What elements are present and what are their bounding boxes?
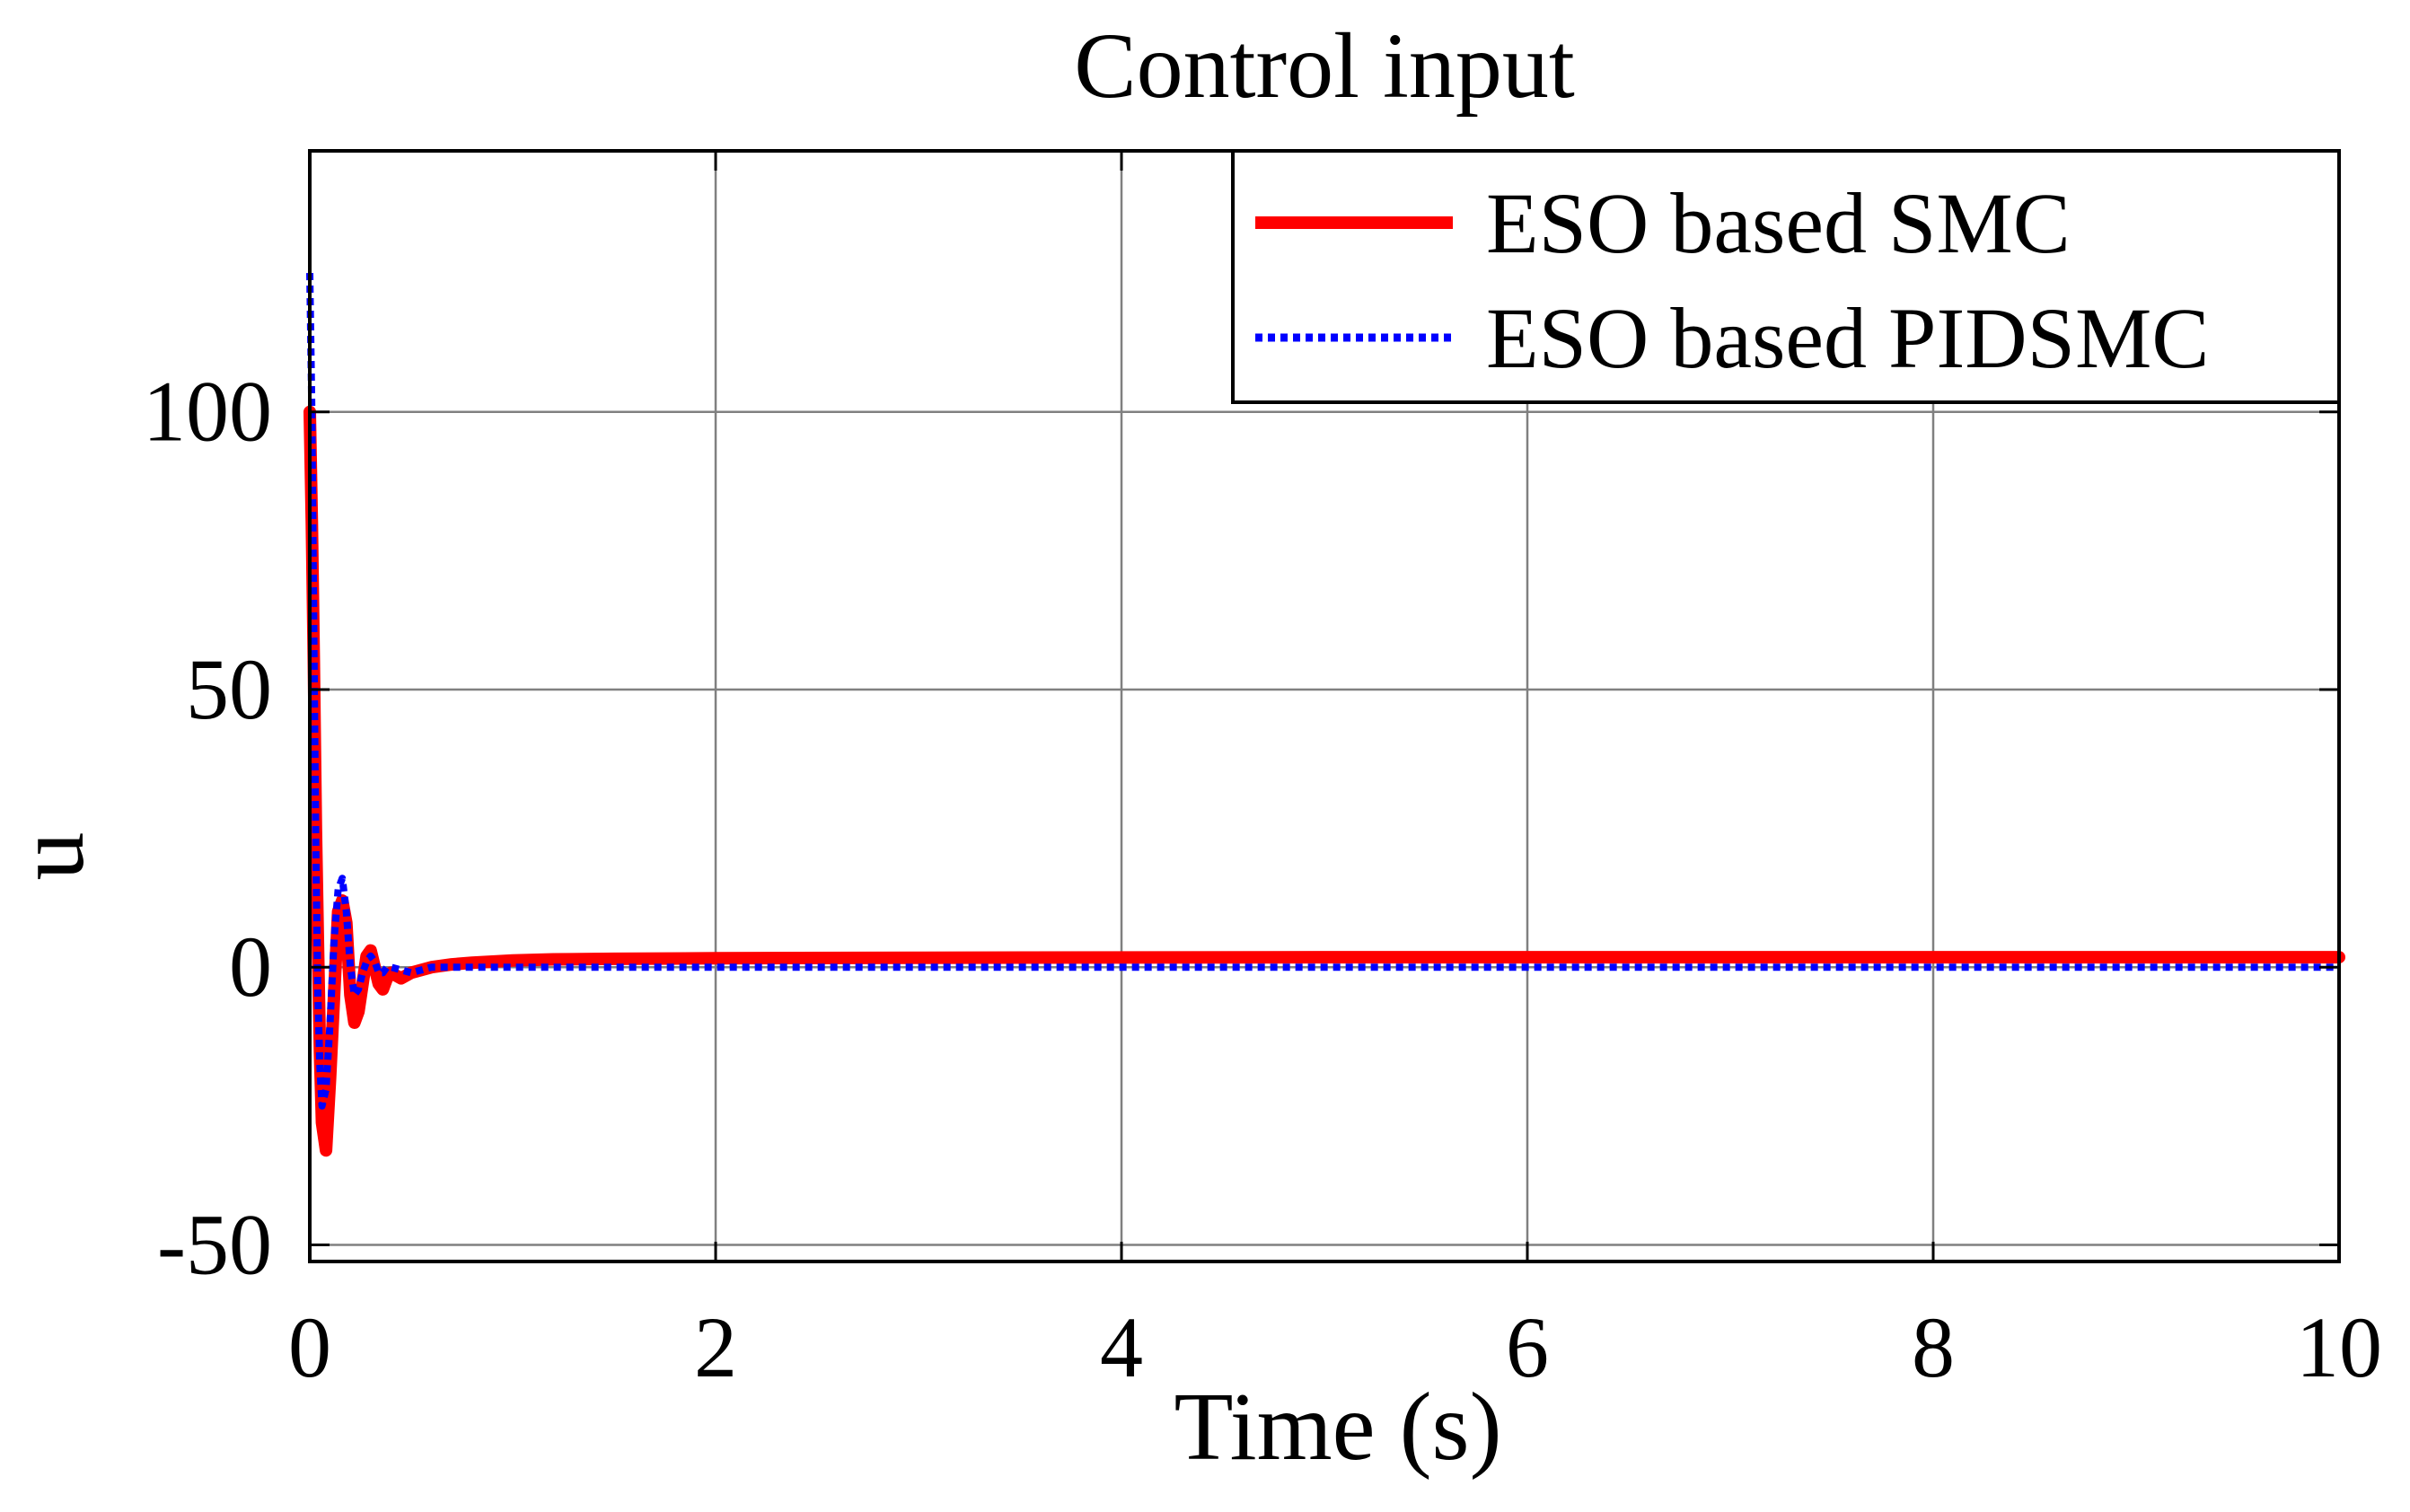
series-eso-smc-line <box>303 405 2345 1157</box>
chart-title: Control input <box>1074 14 1575 118</box>
x-axis-label: Time (s) <box>1174 1374 1501 1481</box>
y-axis-label: u <box>0 831 104 880</box>
y-tick-label: -50 <box>157 1196 272 1292</box>
x-tick-label: 6 <box>1506 1299 1549 1395</box>
x-tick-label: 10 <box>2296 1299 2382 1395</box>
y-tick-label: 100 <box>143 364 272 460</box>
series-layer <box>303 273 2345 1157</box>
series-eso-pidsmc-line <box>306 273 2339 1110</box>
legend-box <box>1231 149 2341 404</box>
x-tick-label: 2 <box>694 1299 737 1395</box>
legend-label: ESO based SMC <box>1486 175 2071 271</box>
y-tick-label: 50 <box>186 641 272 737</box>
x-tick-label: 0 <box>288 1299 331 1395</box>
y-tick-label: 0 <box>229 919 272 1015</box>
x-tick-label: 4 <box>1100 1299 1143 1395</box>
x-tick-label: 8 <box>1912 1299 1955 1395</box>
legend-label: ESO based PIDSMC <box>1486 290 2209 386</box>
legend: ESO based SMC ESO based PIDSMC <box>1231 149 2341 404</box>
